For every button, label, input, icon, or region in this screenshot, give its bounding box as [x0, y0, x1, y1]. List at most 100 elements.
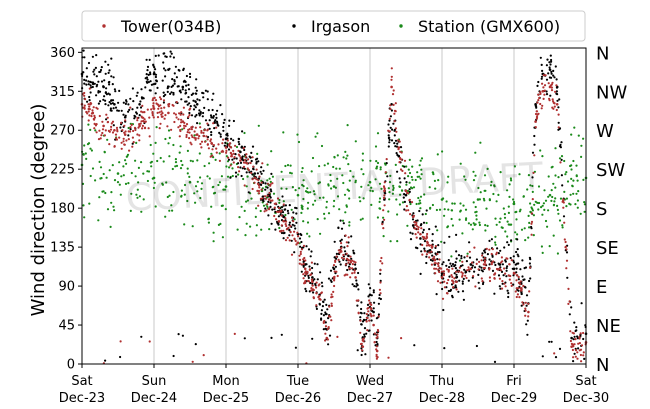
series-1-sample — [545, 64, 549, 67]
series-1-sample — [465, 260, 468, 263]
series-1-sample — [184, 92, 187, 95]
series-2-sample — [89, 147, 92, 150]
series-0-sample — [195, 133, 198, 136]
series-0-sample — [311, 284, 314, 287]
series-1-sample — [475, 258, 478, 261]
series-0-sample — [399, 168, 403, 171]
series-2-sample — [183, 183, 187, 187]
series-0-sample — [204, 140, 207, 143]
series-0-point-7 — [167, 111, 170, 115]
series-1-sample — [171, 78, 174, 81]
series-2-sample — [447, 208, 450, 211]
series-1-sample — [540, 75, 544, 78]
series-2-sample — [91, 167, 95, 170]
series-1-sample — [188, 111, 191, 115]
series-2-sample — [127, 126, 130, 130]
series-2-sample — [153, 181, 156, 184]
series-2-sample — [528, 221, 531, 224]
series-2-sample — [382, 235, 385, 238]
series-2-sample — [558, 157, 562, 160]
series-1-sample — [124, 102, 127, 105]
series-0-sample — [103, 134, 106, 137]
series-0-sample — [550, 89, 554, 92]
series-2-sample — [341, 174, 344, 177]
series-2-sample — [396, 213, 399, 216]
series-0-sample — [268, 207, 271, 210]
series-2-sample — [398, 185, 401, 188]
series-1-sample — [431, 259, 434, 262]
series-2-sample — [575, 164, 578, 167]
series-1-sample — [515, 250, 518, 254]
series-0-sample — [482, 263, 485, 266]
series-0-sample — [405, 205, 408, 208]
series-1-sample — [468, 270, 471, 273]
series-0-sample — [123, 143, 126, 146]
series-2-sample — [334, 186, 337, 189]
series-0-sample — [347, 261, 350, 264]
series-1-sample — [560, 141, 563, 144]
series-0-sample — [564, 245, 568, 248]
series-0-sample — [255, 168, 258, 171]
series-1-sample — [131, 87, 134, 90]
series-0-sample — [160, 115, 163, 118]
series-1-sample — [145, 73, 148, 76]
series-0-sample — [574, 338, 577, 341]
series-0-sample — [206, 129, 209, 132]
series-1-sample — [523, 267, 526, 270]
series-0-sample — [209, 139, 212, 143]
series-1-sample — [240, 174, 243, 178]
series-1-sample — [506, 289, 509, 292]
series-1-sample — [322, 300, 325, 304]
series-0-sample — [351, 263, 354, 266]
series-1-sample — [516, 262, 519, 265]
series-2-sample — [425, 221, 428, 225]
series-1-sample — [346, 268, 349, 272]
series-0-sample — [436, 262, 440, 266]
series-0-sample — [382, 227, 385, 230]
series-2-sample — [342, 156, 345, 159]
series-2-sample — [189, 159, 192, 162]
series-1-sample — [340, 227, 344, 230]
series-0-sample — [190, 143, 193, 146]
series-0-sample — [251, 187, 254, 191]
series-1-sample — [531, 151, 535, 154]
series-0-sample — [108, 143, 111, 146]
series-1-sample — [252, 167, 255, 170]
series-0-sample — [572, 356, 575, 359]
series-2-sample — [388, 191, 391, 194]
series-0-sample — [211, 148, 214, 151]
series-1-sample — [216, 109, 219, 112]
series-2-sample — [387, 210, 390, 213]
series-0-sample — [365, 320, 368, 323]
series-0-sample — [258, 192, 261, 195]
series-1-sample — [442, 308, 445, 312]
series-1-sample — [388, 141, 391, 144]
series-0-sample — [379, 281, 382, 284]
series-2-sample — [411, 178, 414, 181]
series-1-sample — [294, 346, 297, 349]
series-1-sample — [260, 166, 263, 169]
series-1-sample — [82, 49, 85, 52]
series-2-sample — [570, 177, 573, 180]
series-2-sample — [479, 191, 482, 194]
series-2-sample — [354, 181, 357, 184]
series-2-sample — [212, 231, 215, 234]
series-2-sample — [474, 151, 477, 154]
series-1-sample — [232, 119, 235, 123]
series-0-point-3 — [113, 128, 116, 132]
series-0-sample — [547, 82, 550, 85]
series-0-sample — [535, 110, 539, 113]
series-1-sample — [241, 158, 244, 161]
series-1-sample — [550, 60, 553, 63]
series-2-sample — [360, 185, 363, 188]
series-0-sample — [173, 112, 176, 115]
series-0-sample — [387, 129, 390, 132]
series-1-sample — [212, 114, 215, 118]
series-0-sample — [504, 272, 507, 275]
series-2-sample — [548, 245, 551, 248]
series-0-sample — [359, 319, 362, 322]
series-2-sample — [181, 163, 184, 167]
series-0-sample — [514, 290, 517, 293]
series-1-sample — [477, 273, 480, 276]
series-1-sample — [198, 114, 201, 117]
